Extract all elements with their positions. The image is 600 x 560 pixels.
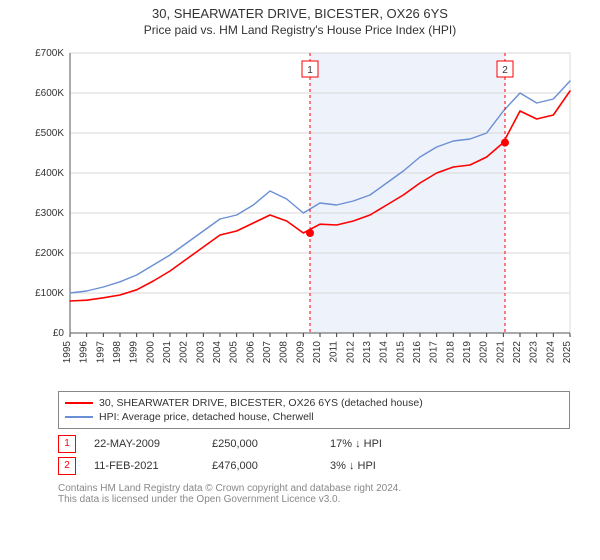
svg-text:£200K: £200K	[35, 248, 64, 259]
svg-text:2006: 2006	[245, 341, 256, 364]
svg-text:2002: 2002	[179, 341, 190, 364]
sale-date: 11-FEB-2021	[94, 460, 194, 472]
sale-row: 2 11-FEB-2021 £476,000 3% ↓ HPI	[58, 457, 570, 475]
svg-text:£600K: £600K	[35, 88, 64, 99]
svg-text:2022: 2022	[512, 341, 523, 364]
legend: 30, SHEARWATER DRIVE, BICESTER, OX26 6YS…	[58, 391, 570, 429]
svg-text:£400K: £400K	[35, 168, 64, 179]
svg-text:1996: 1996	[79, 341, 90, 364]
svg-text:2019: 2019	[462, 341, 473, 364]
chart-container: £0 £100K £200K £300K £400K £500K £600K £700K 199…	[20, 43, 580, 383]
svg-text:£100K: £100K	[35, 288, 64, 299]
line-chart: £0 £100K £200K £300K £400K £500K £600K £700K 199…	[20, 43, 580, 383]
svg-text:2001: 2001	[162, 341, 173, 364]
sale-hpi-delta: 17% ↓ HPI	[330, 438, 430, 450]
svg-text:£300K: £300K	[35, 208, 64, 219]
sale-events: 1 22-MAY-2009 £250,000 17% ↓ HPI 2 11-FEB-202…	[58, 435, 570, 475]
svg-text:2017: 2017	[429, 341, 440, 364]
svg-text:2003: 2003	[195, 341, 206, 364]
svg-text:1999: 1999	[129, 341, 140, 364]
svg-text:1: 1	[307, 65, 313, 76]
svg-text:£0: £0	[53, 328, 65, 339]
footer-line: Contains HM Land Registry data © Crown c…	[58, 483, 570, 494]
legend-label: 30, SHEARWATER DRIVE, BICESTER, OX26 6YS…	[99, 396, 423, 410]
svg-text:2004: 2004	[212, 341, 223, 364]
svg-text:2000: 2000	[145, 341, 156, 364]
sale-row: 1 22-MAY-2009 £250,000 17% ↓ HPI	[58, 435, 570, 453]
svg-text:2023: 2023	[529, 341, 540, 364]
chart-title: 30, SHEARWATER DRIVE, BICESTER, OX26 6YS	[0, 6, 600, 21]
svg-text:1998: 1998	[112, 341, 123, 364]
legend-row: HPI: Average price, detached house, Cher…	[65, 410, 563, 424]
svg-text:2009: 2009	[295, 341, 306, 364]
svg-text:2025: 2025	[562, 341, 573, 364]
legend-row: 30, SHEARWATER DRIVE, BICESTER, OX26 6YS…	[65, 396, 563, 410]
svg-text:1997: 1997	[95, 341, 106, 364]
sale-hpi-delta: 3% ↓ HPI	[330, 460, 430, 472]
footer-attribution: Contains HM Land Registry data © Crown c…	[58, 483, 570, 505]
chart-subtitle: Price paid vs. HM Land Registry's House …	[0, 23, 600, 37]
legend-swatch	[65, 416, 93, 418]
legend-swatch	[65, 402, 93, 404]
svg-text:2021: 2021	[495, 341, 506, 364]
sale-price: £476,000	[212, 460, 312, 472]
chart-title-block: 30, SHEARWATER DRIVE, BICESTER, OX26 6YS…	[0, 0, 600, 39]
svg-text:2020: 2020	[479, 341, 490, 364]
svg-text:2012: 2012	[345, 341, 356, 364]
svg-text:1995: 1995	[62, 341, 73, 364]
legend-label: HPI: Average price, detached house, Cher…	[99, 410, 314, 424]
sale-price: £250,000	[212, 438, 312, 450]
svg-text:2010: 2010	[312, 341, 323, 364]
svg-text:2015: 2015	[395, 341, 406, 364]
sale-marker-icon: 2	[58, 457, 76, 475]
footer-line: This data is licensed under the Open Gov…	[58, 494, 570, 505]
svg-text:2024: 2024	[545, 341, 556, 364]
svg-text:2: 2	[502, 65, 508, 76]
svg-text:2005: 2005	[229, 341, 240, 364]
svg-text:2014: 2014	[379, 341, 390, 364]
svg-text:2008: 2008	[279, 341, 290, 364]
svg-text:£700K: £700K	[35, 48, 64, 59]
svg-text:2016: 2016	[412, 341, 423, 364]
svg-text:2011: 2011	[329, 341, 340, 363]
svg-text:2018: 2018	[445, 341, 456, 364]
svg-text:2013: 2013	[362, 341, 373, 364]
sale-date: 22-MAY-2009	[94, 438, 194, 450]
svg-text:2007: 2007	[262, 341, 273, 364]
sale-marker-icon: 1	[58, 435, 76, 453]
svg-text:£500K: £500K	[35, 128, 64, 139]
